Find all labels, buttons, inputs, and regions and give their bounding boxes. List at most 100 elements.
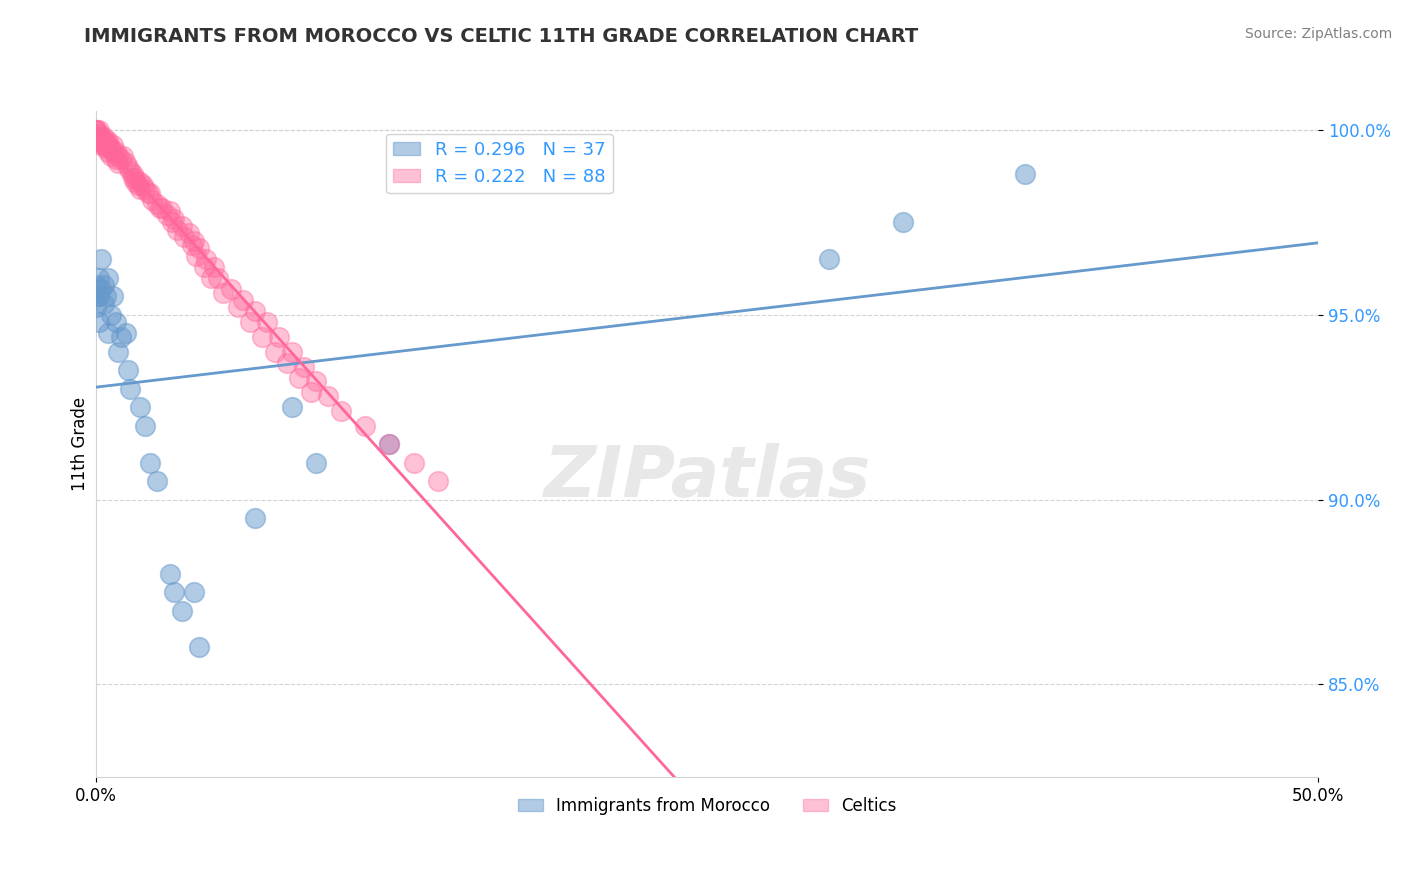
Point — [219, 282, 242, 296]
Point — [263, 344, 285, 359]
Point — [104, 315, 127, 329]
Point — [146, 474, 169, 488]
Point — [186, 249, 208, 263]
Point — [276, 356, 298, 370]
Point — [100, 141, 122, 155]
Point — [117, 160, 139, 174]
Point — [84, 130, 107, 145]
Point — [131, 178, 153, 193]
Point — [378, 437, 401, 451]
Point — [124, 171, 146, 186]
Point — [243, 511, 266, 525]
Point — [1014, 167, 1036, 181]
Point — [200, 270, 222, 285]
Point — [84, 123, 107, 137]
Point — [299, 385, 322, 400]
Point — [97, 145, 120, 160]
Point — [183, 585, 205, 599]
Point — [84, 289, 107, 303]
Point — [127, 178, 149, 193]
Point — [141, 193, 163, 207]
Point — [93, 296, 115, 310]
Point — [93, 137, 115, 152]
Point — [129, 400, 152, 414]
Point — [177, 227, 200, 241]
Point — [160, 215, 183, 229]
Point — [120, 382, 142, 396]
Point — [187, 640, 209, 655]
Point — [207, 270, 229, 285]
Point — [103, 145, 125, 160]
Point — [87, 130, 110, 145]
Point — [90, 134, 112, 148]
Point — [84, 123, 107, 137]
Point — [163, 585, 186, 599]
Point — [107, 149, 129, 163]
Point — [104, 153, 127, 167]
Point — [104, 145, 127, 160]
Point — [97, 326, 120, 341]
Point — [129, 175, 152, 189]
Point — [166, 223, 188, 237]
Point — [150, 201, 173, 215]
Point — [136, 186, 159, 200]
Point — [94, 137, 117, 152]
Point — [134, 182, 156, 196]
Point — [195, 252, 218, 267]
Point — [212, 285, 235, 300]
Point — [173, 230, 195, 244]
Point — [124, 175, 146, 189]
Point — [120, 163, 142, 178]
Y-axis label: 11th Grade: 11th Grade — [72, 397, 89, 491]
Point — [243, 304, 266, 318]
Point — [90, 252, 112, 267]
Point — [87, 289, 110, 303]
Point — [100, 149, 122, 163]
Point — [90, 130, 112, 145]
Point — [114, 156, 136, 170]
Point — [90, 137, 112, 152]
Point — [193, 260, 215, 274]
Point — [84, 301, 107, 315]
Text: ZIPatlas: ZIPatlas — [544, 443, 870, 512]
Point — [305, 374, 328, 388]
Point — [170, 603, 193, 617]
Point — [94, 141, 117, 155]
Point — [402, 456, 425, 470]
Point — [318, 389, 340, 403]
Point — [87, 127, 110, 141]
Point — [103, 289, 125, 303]
Legend: Immigrants from Morocco, Celtics: Immigrants from Morocco, Celtics — [510, 790, 904, 822]
Point — [97, 137, 120, 152]
Point — [112, 149, 135, 163]
Point — [183, 234, 205, 248]
Point — [256, 315, 278, 329]
Point — [252, 330, 274, 344]
Point — [159, 566, 181, 581]
Point — [170, 219, 193, 233]
Point — [110, 330, 132, 344]
Point — [427, 474, 450, 488]
Point — [117, 363, 139, 377]
Point — [269, 330, 291, 344]
Point — [93, 134, 115, 148]
Point — [891, 215, 914, 229]
Point — [107, 156, 129, 170]
Point — [129, 182, 152, 196]
Point — [149, 201, 172, 215]
Point — [232, 293, 254, 307]
Point — [121, 167, 143, 181]
Point — [84, 134, 107, 148]
Point — [103, 137, 125, 152]
Point — [121, 171, 143, 186]
Point — [87, 123, 110, 137]
Point — [226, 301, 249, 315]
Point — [156, 208, 179, 222]
Point — [378, 437, 401, 451]
Point — [87, 315, 110, 329]
Point — [93, 278, 115, 293]
Point — [84, 123, 107, 137]
Point — [90, 282, 112, 296]
Point — [239, 315, 262, 329]
Point — [288, 370, 311, 384]
